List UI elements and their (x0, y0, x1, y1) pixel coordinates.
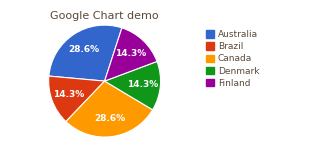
Wedge shape (105, 28, 157, 81)
Wedge shape (105, 61, 161, 110)
Wedge shape (49, 76, 105, 121)
Text: 14.3%: 14.3% (127, 80, 158, 89)
Legend: Australia, Brazil, Canada, Denmark, Finland: Australia, Brazil, Canada, Denmark, Finl… (204, 28, 261, 90)
Text: Google Chart demo: Google Chart demo (50, 11, 159, 21)
Text: 14.3%: 14.3% (115, 49, 146, 58)
Wedge shape (66, 81, 153, 137)
Text: 28.6%: 28.6% (94, 114, 125, 123)
Wedge shape (49, 25, 122, 81)
Text: 14.3%: 14.3% (53, 90, 85, 99)
Text: 28.6%: 28.6% (68, 45, 99, 54)
